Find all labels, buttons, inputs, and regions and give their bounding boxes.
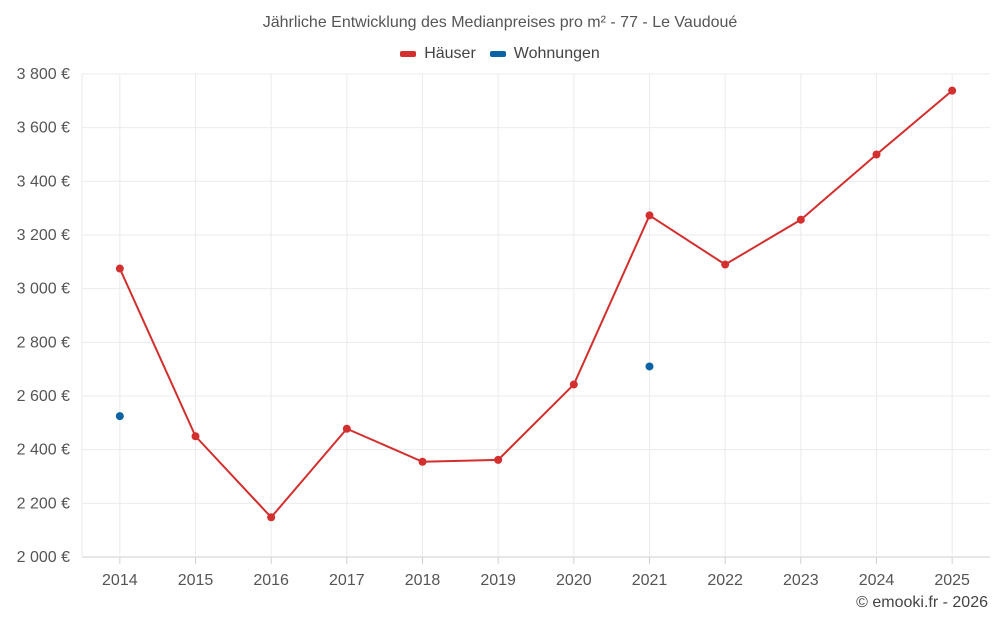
y-tick-label: 3 000 €: [17, 281, 70, 298]
copyright-credit: © emooki.fr - 2026: [856, 594, 988, 611]
x-tick-label: 2018: [405, 572, 441, 589]
data-point-haeuser[interactable]: [418, 457, 427, 466]
data-point-haeuser[interactable]: [796, 215, 805, 224]
legend-item-wohnungen[interactable]: Wohnungen: [489, 45, 600, 63]
legend-swatch-haeuser: [400, 51, 417, 57]
chart-legend: Häuser Wohnungen: [0, 45, 1000, 63]
y-tick-label: 2 000 €: [17, 549, 70, 566]
legend-label-haeuser: Häuser: [424, 45, 476, 62]
data-point-haeuser[interactable]: [494, 455, 503, 464]
y-tick-label: 3 400 €: [17, 173, 70, 190]
x-tick-label: 2020: [556, 572, 592, 589]
data-point-haeuser[interactable]: [569, 380, 578, 389]
x-tick-label: 2017: [329, 572, 365, 589]
legend-swatch-wohnungen: [489, 51, 506, 57]
x-tick-label: 2015: [178, 572, 214, 589]
y-tick-label: 2 600 €: [17, 388, 70, 405]
y-tick-label: 2 800 €: [17, 334, 70, 351]
data-point-haeuser[interactable]: [267, 513, 276, 522]
data-point-haeuser[interactable]: [115, 264, 124, 273]
data-point-haeuser[interactable]: [191, 432, 200, 441]
data-point-wohnungen[interactable]: [645, 362, 654, 371]
data-point-haeuser[interactable]: [872, 150, 881, 159]
chart-title: Jährliche Entwicklung des Medianpreises …: [262, 14, 738, 31]
x-tick-label: 2016: [253, 572, 289, 589]
legend-label-wohnungen: Wohnungen: [513, 45, 600, 62]
y-tick-label: 3 600 €: [17, 120, 70, 137]
data-point-wohnungen[interactable]: [115, 412, 124, 421]
data-point-haeuser[interactable]: [948, 86, 957, 95]
legend-item-haeuser[interactable]: Häuser: [400, 45, 476, 63]
x-tick-label: 2024: [859, 572, 895, 589]
y-tick-label: 2 200 €: [17, 495, 70, 512]
x-tick-label: 2021: [632, 572, 668, 589]
data-point-haeuser[interactable]: [721, 260, 730, 269]
x-tick-label: 2023: [783, 572, 819, 589]
y-tick-label: 3 800 €: [17, 66, 70, 83]
x-tick-label: 2025: [934, 572, 970, 589]
y-tick-label: 2 400 €: [17, 442, 70, 459]
data-point-haeuser[interactable]: [342, 424, 351, 433]
data-point-haeuser[interactable]: [645, 211, 654, 220]
y-tick-label: 3 200 €: [17, 227, 70, 244]
x-tick-label: 2019: [480, 572, 516, 589]
series-line-haeuser: [118, 89, 953, 519]
x-tick-label: 2022: [707, 572, 743, 589]
x-tick-label: 2014: [102, 572, 138, 589]
